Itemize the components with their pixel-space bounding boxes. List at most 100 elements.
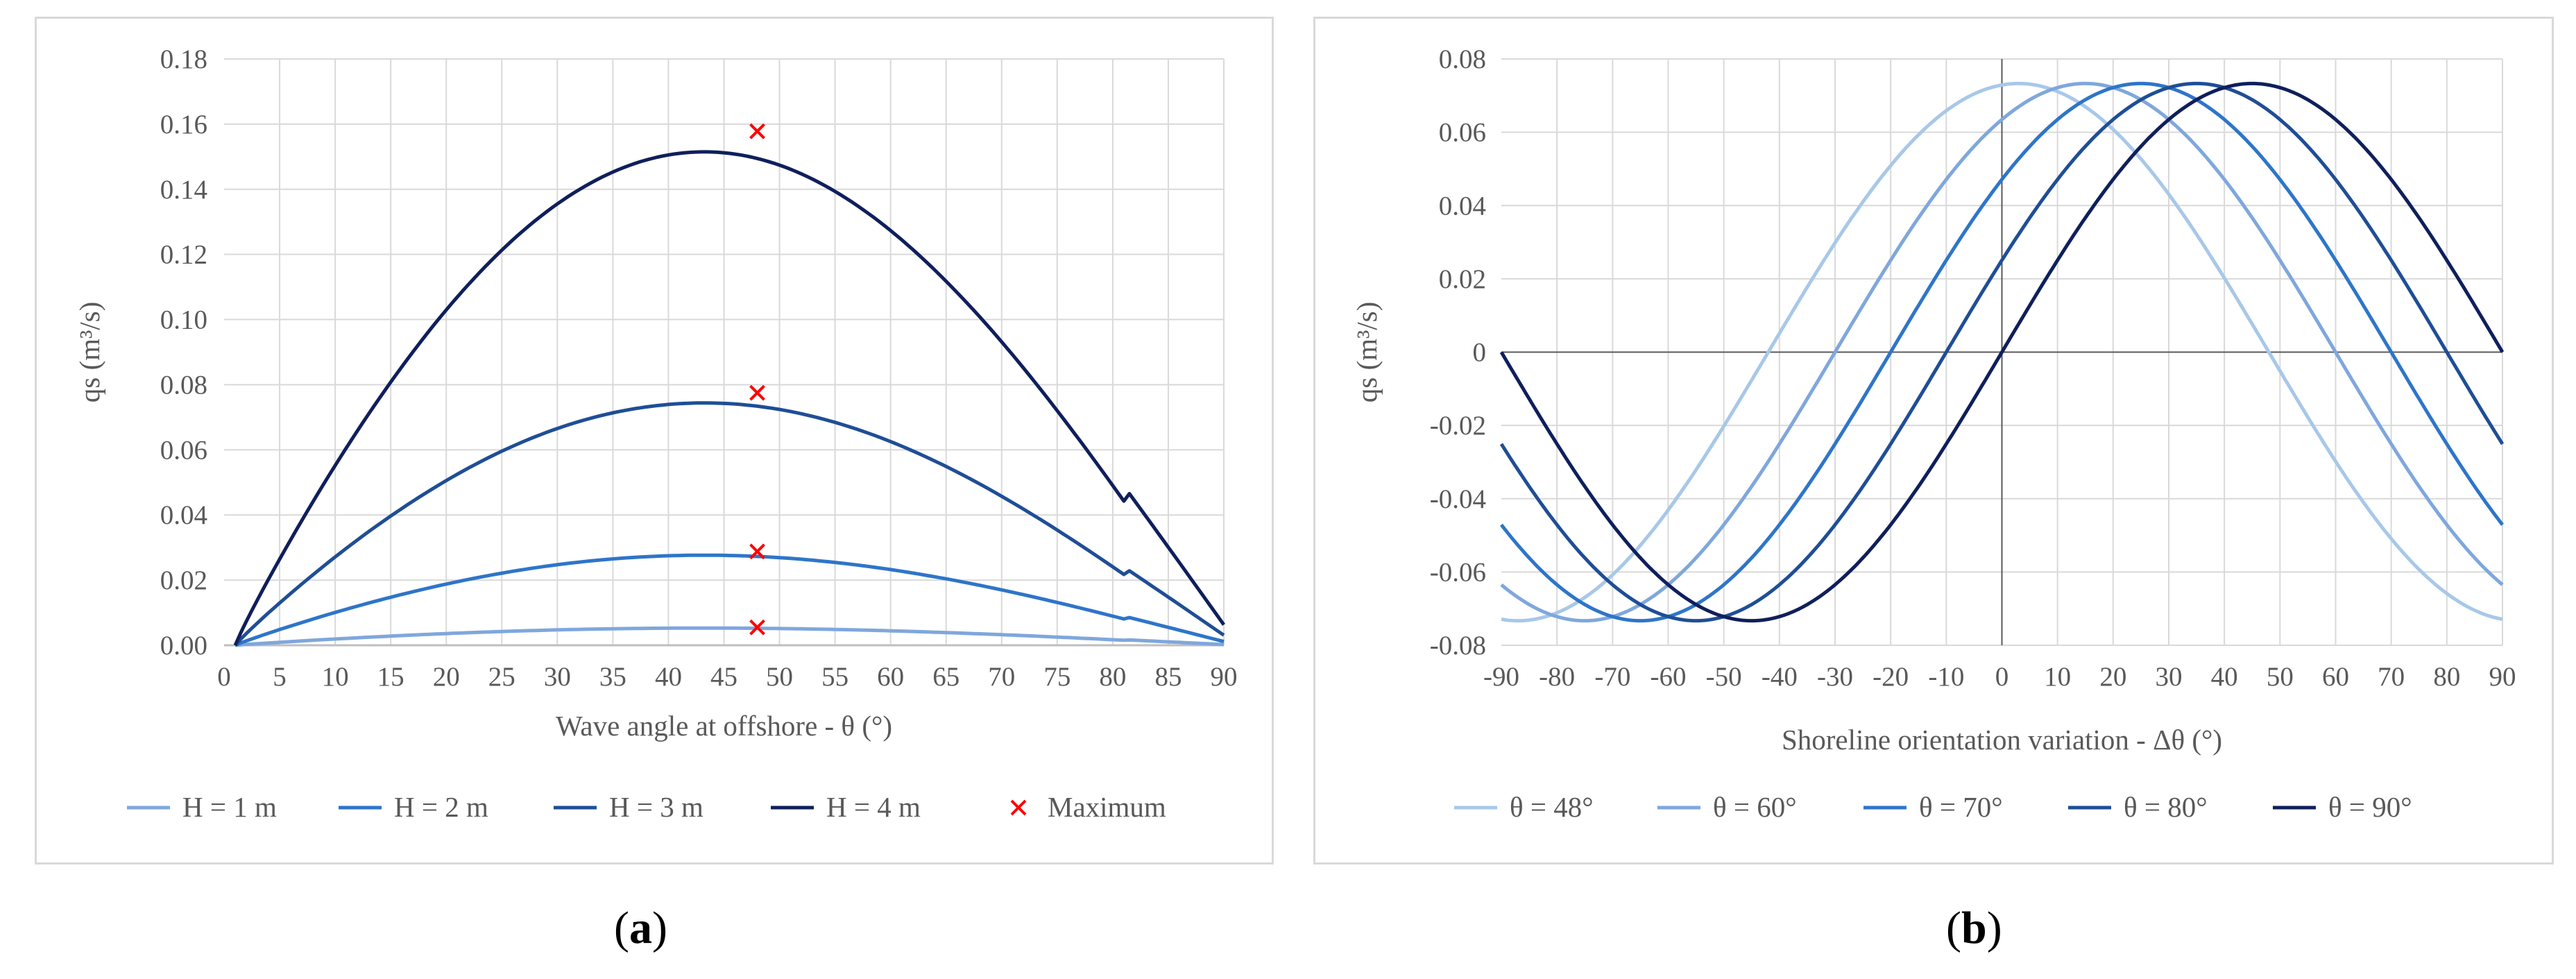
y-tick-label: 0.06 (1439, 118, 1486, 148)
chart-panel-a: 0 5 10 15 20 25 30 35 40 45 50 55 60 65 70 75 80 85 90 0.00… (35, 17, 1274, 865)
x-axis-title: Wave angle at offshore - θ (°) (556, 710, 892, 742)
y-tick-label: 0.18 (160, 44, 207, 74)
x-tick-label: -90 (1483, 662, 1519, 692)
series-line-theta-80 (1499, 81, 2505, 623)
y-tick-label: 0.02 (1439, 264, 1486, 294)
maximum-marker-stroke (749, 384, 765, 401)
x-tick-label: 80 (1099, 662, 1126, 692)
y-tick-label: 0.04 (160, 500, 207, 530)
legend-label: θ = 48° (1510, 791, 1594, 823)
maximum-marker (749, 123, 765, 139)
x-tick-label: 45 (710, 662, 737, 692)
x-tick-label: 80 (2433, 662, 2460, 692)
x-tick-label: 35 (599, 662, 626, 692)
chart-b-svg: -90 -80 -70 -60 -50 -40 -30 -20 -10 0 10 20 30 40 50 60… (1351, 44, 2516, 823)
series-line-h4 (233, 150, 1226, 647)
y-tick-label: 0.10 (160, 305, 207, 335)
series-line-theta-90 (1499, 81, 2505, 623)
x-tick-label: 0 (217, 662, 231, 692)
y-tick-label: 0.00 (160, 631, 207, 661)
y-tick-label: -0.06 (1430, 557, 1486, 587)
x-tick-label: 65 (932, 662, 959, 692)
x-tick-label: 30 (2156, 662, 2183, 692)
x-tick-label: -20 (1873, 662, 1909, 692)
y-tick-label: 0.06 (160, 435, 207, 465)
series-line-theta-48 (1501, 81, 2503, 623)
x-tick-label: 50 (766, 662, 793, 692)
y-tick-label: 0.08 (1439, 44, 1486, 74)
x-tick-label: 55 (821, 662, 848, 692)
legend-item: H = 2 m (339, 791, 488, 823)
x-tick-label: 70 (988, 662, 1015, 692)
y-tick-label: 0.16 (160, 110, 207, 139)
x-tick-label: 15 (377, 662, 404, 692)
x-tick-label: -30 (1817, 662, 1853, 692)
x-tick-label: 50 (2267, 662, 2294, 692)
maximum-marker (749, 384, 765, 401)
x-tick-label: -10 (1928, 662, 1964, 692)
caption-b: (b) (1946, 903, 2002, 953)
x-tick-label: 40 (2211, 662, 2238, 692)
legend-label: θ = 70° (1919, 791, 2003, 823)
x-tick-label: 70 (2378, 662, 2405, 692)
caption-a-letter: a (629, 903, 652, 953)
x-tick-label: 25 (488, 662, 515, 692)
legend-item: Maximum (1010, 791, 1166, 823)
x-tick-label: 0 (1995, 662, 2009, 692)
chart-panel-b: -90 -80 -70 -60 -50 -40 -30 -20 -10 0 10 20 30 40 50 60… (1313, 17, 2554, 865)
legend-item: H = 1 m (127, 791, 277, 823)
legend-item: θ = 48° (1454, 791, 1594, 823)
x-tick-label: 5 (273, 662, 287, 692)
y-tick-label: 0 (1473, 338, 1487, 368)
chart-a-svg: 0 5 10 15 20 25 30 35 40 45 50 55 60 65 70 75 80 85 90 0.00… (74, 44, 1238, 823)
legend-label: θ = 80° (2124, 791, 2208, 823)
series-line-h2 (234, 553, 1225, 647)
y-axis-title: qs (m³/s) (74, 302, 105, 403)
legend-item: H = 3 m (554, 791, 703, 823)
x-tick-label: -60 (1650, 662, 1687, 692)
x-tick-label: 60 (2322, 662, 2349, 692)
legend-item: H = 4 m (771, 791, 921, 823)
caption-b-letter: b (1961, 903, 1987, 953)
legend-label: H = 1 m (182, 791, 277, 823)
x-tick-label: 20 (2099, 662, 2126, 692)
maximum-marker (749, 543, 765, 560)
legend-label: θ = 90° (2328, 791, 2412, 823)
y-tick-label: -0.04 (1430, 484, 1486, 514)
maximum-marker-stroke (749, 543, 765, 560)
legend-item: θ = 70° (1863, 791, 2003, 823)
x-tick-label: 85 (1154, 662, 1182, 692)
x-tick-label: 10 (2044, 662, 2071, 692)
maximum-marker-stroke (749, 123, 765, 139)
x-tick-label: -50 (1706, 662, 1742, 692)
legend-label: θ = 60° (1713, 791, 1797, 823)
x-tick-label: 90 (2489, 662, 2516, 692)
x-tick-label: 40 (655, 662, 682, 692)
x-axis-title: Shoreline orientation variation - Δθ (°) (1782, 724, 2222, 756)
y-tick-label: 0.12 (160, 240, 207, 270)
x-tick-label: 10 (322, 662, 349, 692)
maximum-marker (749, 619, 765, 636)
x-tick-label: -40 (1762, 662, 1798, 692)
legend-label: H = 3 m (609, 791, 703, 823)
legend-label: H = 2 m (394, 791, 488, 823)
x-tick-label: 60 (877, 662, 904, 692)
legend-label: Maximum (1048, 791, 1166, 823)
x-tick-label: 75 (1043, 662, 1071, 692)
legend-item: θ = 80° (2068, 791, 2208, 823)
series-line-h3 (234, 401, 1225, 647)
x-tick-label: 30 (544, 662, 571, 692)
x-tick-label: 90 (1211, 662, 1238, 692)
series-line-h1 (234, 626, 1225, 647)
y-axis-title: qs (m³/s) (1351, 302, 1383, 403)
x-tick-label: -70 (1594, 662, 1630, 692)
legend-swatch (1010, 799, 1027, 816)
caption-a: (a) (614, 903, 667, 953)
x-tick-label: -80 (1539, 662, 1575, 692)
legend-item: θ = 60° (1657, 791, 1797, 823)
y-tick-label: 0.02 (160, 565, 207, 595)
y-tick-label: 0.04 (1439, 191, 1486, 221)
x-tick-label: 20 (433, 662, 460, 692)
y-tick-label: 0.08 (160, 370, 207, 400)
y-tick-label: 0.14 (160, 175, 207, 205)
